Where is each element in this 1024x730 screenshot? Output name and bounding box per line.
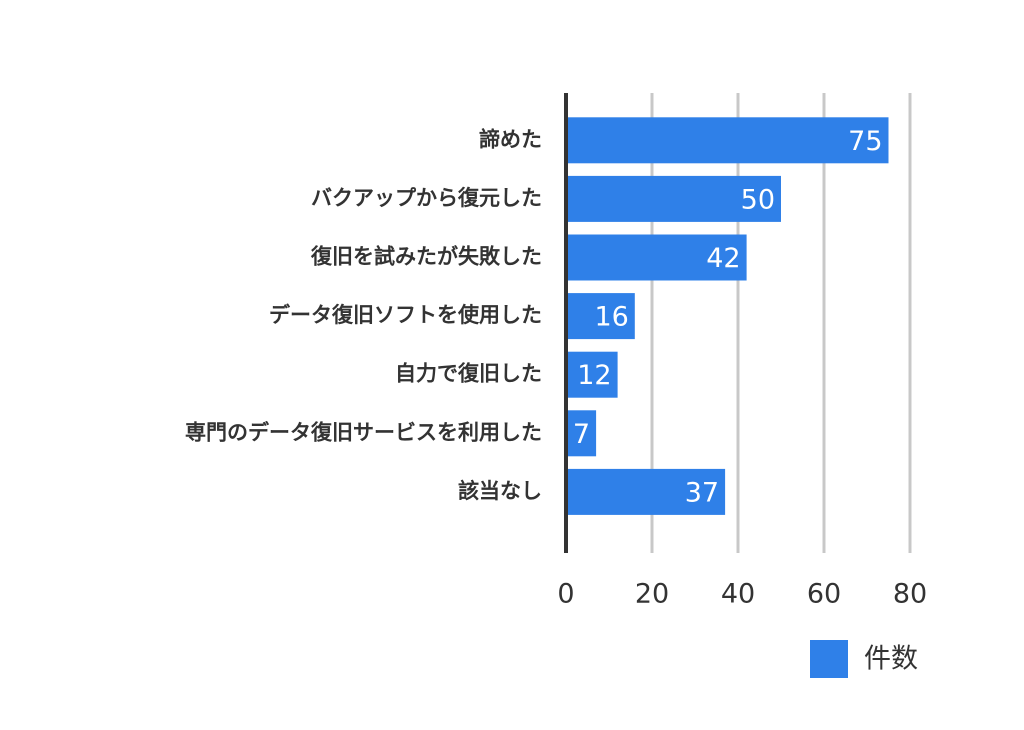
value-label: 42 (706, 243, 740, 274)
legend-label: 件数 (864, 644, 918, 675)
bar (566, 175, 781, 222)
value-label: 7 (573, 419, 590, 450)
y-tick-label: 復旧を試みたが失敗した (310, 245, 542, 269)
bar (566, 293, 635, 340)
legend-swatch (810, 640, 848, 678)
value-label: 37 (685, 477, 719, 508)
x-tick-label: 80 (893, 579, 927, 610)
bar (566, 234, 747, 281)
value-label: 16 (594, 302, 628, 333)
x-tick-label: 40 (721, 579, 755, 610)
y-tick-label: 自力で復旧した (395, 362, 542, 386)
y-tick-label: 専門のデータ復旧サービスを利用した (185, 420, 542, 444)
y-tick-label: 該当なし (458, 479, 542, 503)
y-tick-label: バクアップから復元した (311, 186, 542, 210)
x-tick-label: 0 (557, 579, 574, 610)
x-tick-label: 20 (635, 579, 669, 610)
bar (566, 410, 597, 457)
y-tick-label: データ復旧ソフトを使用した (269, 303, 542, 327)
value-label: 50 (741, 184, 775, 215)
x-tick-label: 60 (807, 579, 841, 610)
value-label: 12 (577, 360, 611, 391)
bar (566, 117, 889, 164)
bar (566, 468, 726, 515)
y-tick-label: 諦めた (479, 127, 542, 151)
bar (566, 351, 618, 398)
value-label: 75 (848, 126, 882, 157)
